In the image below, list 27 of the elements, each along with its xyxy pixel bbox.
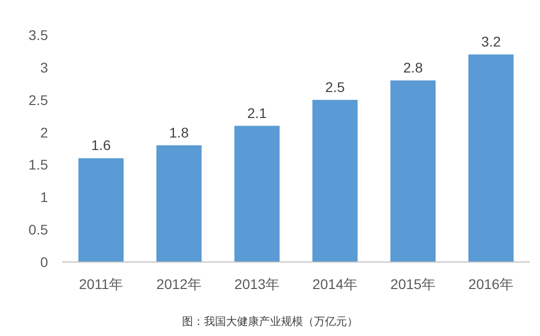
y-tick-label: 2.5 [28, 92, 48, 108]
data-label: 2.5 [325, 78, 345, 95]
data-label: 1.8 [169, 124, 189, 140]
x-tick-label: 2014年 [312, 276, 358, 292]
text: 图：我国大健康产业规模（万亿元） [182, 315, 358, 328]
y-tick-label: 0 [40, 254, 48, 270]
bar [156, 145, 202, 262]
x-tick-label: 2016年 [468, 276, 514, 292]
y-tick-label: 3.5 [28, 27, 48, 43]
bar [312, 100, 358, 262]
y-tick-label: 0.5 [28, 222, 48, 238]
x-tick-label: 2012年 [156, 276, 202, 292]
y-tick-label: 3 [40, 59, 48, 76]
x-tick-label: 2011年 [78, 276, 124, 292]
y-tick-label: 1 [40, 189, 48, 206]
x-tick-label: 2015年 [390, 276, 436, 292]
bar [78, 158, 124, 262]
data-label: 2.8 [403, 59, 423, 76]
bar [390, 80, 436, 262]
x-tick-label: 2013年 [234, 276, 280, 292]
bar [234, 126, 280, 262]
y-tick-label: 1.5 [28, 156, 48, 173]
bar [468, 54, 514, 262]
data-label: 2.1 [247, 104, 267, 121]
data-label: 1.6 [91, 137, 111, 154]
data-label: 3.2 [481, 33, 501, 50]
y-tick-label: 2 [40, 124, 48, 140]
